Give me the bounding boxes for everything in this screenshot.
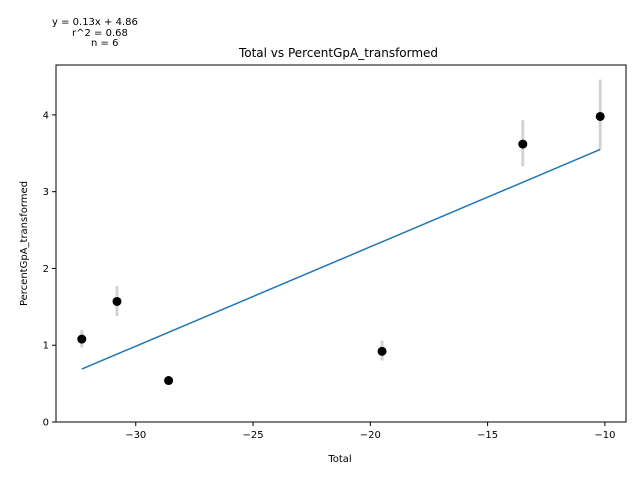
data-point [77,334,87,344]
equation-annotation: y = 0.13x + 4.86 [52,17,138,28]
y-tick-label: 2 [43,264,49,275]
data-point [164,376,174,386]
axes-frame [55,64,627,423]
data-point [112,296,122,306]
chart-title: Total vs PercentGpA_transformed [238,46,438,60]
data-point [377,346,387,356]
x-axis: −30 −25 −20 −15 −10 [125,422,615,441]
x-tick-label: −15 [477,430,498,441]
y-tick-label: 0 [43,418,49,429]
n-annotation: n = 6 [91,38,118,49]
r-squared-annotation: r^2 = 0.68 [72,28,128,39]
data-point [518,139,528,149]
y-tick-label: 4 [43,110,49,121]
x-tick-label: −10 [594,430,615,441]
data-point [595,111,605,121]
y-axis-label: PercentGpA_transformed [19,181,30,306]
x-tick-label: −30 [125,430,146,441]
x-tick-label: −20 [360,430,381,441]
fit-line [81,148,601,370]
y-axis: 0 1 2 3 4 [43,110,56,429]
x-axis-label: Total [327,454,351,465]
y-tick-label: 1 [43,341,49,352]
plot-area [77,79,605,386]
x-tick-label: −25 [242,430,263,441]
y-tick-label: 3 [43,187,49,198]
